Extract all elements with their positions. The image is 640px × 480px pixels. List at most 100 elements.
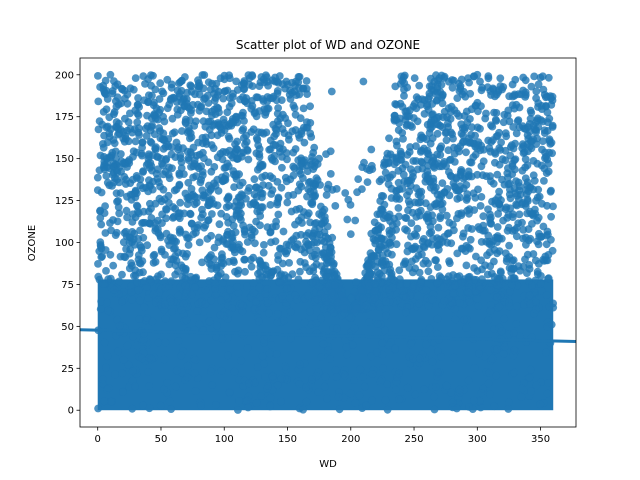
data-point bbox=[455, 299, 464, 307]
data-point bbox=[320, 205, 329, 214]
data-point bbox=[97, 188, 106, 197]
data-point bbox=[510, 346, 518, 355]
data-point bbox=[458, 138, 467, 147]
data-point bbox=[180, 101, 189, 110]
data-point bbox=[230, 367, 239, 376]
data-point bbox=[150, 130, 159, 139]
data-point bbox=[225, 102, 234, 111]
data-point bbox=[497, 268, 505, 277]
data-point bbox=[193, 223, 202, 232]
data-point bbox=[306, 102, 314, 111]
data-point bbox=[438, 99, 447, 108]
data-point bbox=[362, 301, 371, 310]
data-point bbox=[141, 124, 150, 133]
data-point bbox=[519, 262, 528, 271]
data-point bbox=[409, 245, 418, 254]
data-point bbox=[450, 226, 458, 235]
data-point bbox=[346, 389, 355, 398]
data-point bbox=[168, 308, 177, 316]
data-point bbox=[277, 183, 286, 192]
data-point bbox=[451, 281, 459, 290]
data-point bbox=[394, 178, 403, 187]
data-point bbox=[428, 157, 436, 166]
data-point bbox=[353, 188, 361, 197]
data-point bbox=[448, 398, 457, 407]
data-point bbox=[477, 193, 486, 201]
data-point bbox=[488, 354, 497, 363]
data-point bbox=[385, 134, 393, 143]
data-point bbox=[420, 110, 429, 118]
data-point bbox=[504, 405, 513, 413]
data-point bbox=[273, 265, 282, 274]
data-point bbox=[504, 106, 513, 115]
data-point bbox=[161, 300, 169, 309]
data-point bbox=[299, 405, 307, 414]
data-point bbox=[191, 356, 200, 364]
data-point bbox=[392, 219, 401, 228]
data-point bbox=[160, 385, 169, 394]
data-point bbox=[409, 114, 418, 122]
data-point bbox=[445, 168, 453, 176]
data-point bbox=[100, 338, 109, 347]
data-point bbox=[145, 150, 153, 159]
data-point bbox=[314, 282, 323, 291]
data-point bbox=[383, 405, 392, 414]
data-point bbox=[483, 270, 492, 279]
data-point bbox=[198, 210, 207, 219]
data-point bbox=[279, 227, 288, 236]
data-point bbox=[118, 369, 127, 378]
data-point bbox=[231, 172, 240, 181]
data-point bbox=[474, 302, 483, 310]
data-point bbox=[403, 383, 412, 392]
data-point bbox=[175, 214, 184, 223]
data-point bbox=[317, 220, 326, 229]
data-point bbox=[343, 350, 352, 359]
data-point bbox=[527, 108, 536, 117]
data-point bbox=[535, 232, 544, 241]
data-point bbox=[262, 128, 271, 137]
data-point bbox=[492, 371, 501, 380]
data-point bbox=[213, 321, 222, 330]
data-point bbox=[230, 245, 238, 254]
data-point bbox=[135, 315, 144, 323]
data-point bbox=[448, 76, 456, 84]
data-point bbox=[195, 238, 204, 247]
data-point bbox=[205, 317, 214, 326]
data-point bbox=[115, 119, 123, 128]
data-point bbox=[219, 175, 228, 184]
data-point bbox=[363, 178, 372, 187]
data-point bbox=[274, 256, 282, 264]
data-point bbox=[376, 210, 384, 218]
data-point bbox=[212, 79, 221, 88]
data-point bbox=[408, 257, 416, 266]
data-point bbox=[308, 232, 317, 241]
data-point bbox=[320, 382, 329, 391]
data-point bbox=[533, 193, 542, 202]
data-point bbox=[285, 259, 293, 267]
data-point bbox=[295, 380, 304, 388]
data-point bbox=[405, 264, 414, 272]
data-point bbox=[323, 394, 331, 403]
data-point bbox=[164, 198, 173, 207]
data-point bbox=[384, 341, 393, 350]
x-tick-label: 350 bbox=[531, 434, 550, 445]
data-point bbox=[296, 360, 304, 369]
data-point bbox=[269, 92, 278, 101]
data-point bbox=[542, 102, 550, 110]
data-point bbox=[297, 129, 306, 138]
data-point bbox=[304, 178, 313, 187]
data-point bbox=[212, 332, 220, 341]
data-point bbox=[187, 150, 196, 159]
data-point bbox=[525, 291, 534, 300]
data-point bbox=[346, 314, 355, 322]
data-point bbox=[277, 374, 286, 383]
data-point bbox=[245, 74, 254, 82]
data-point bbox=[399, 135, 407, 143]
data-point bbox=[521, 93, 530, 101]
data-point bbox=[331, 202, 340, 210]
data-point bbox=[492, 109, 501, 117]
data-point bbox=[285, 90, 294, 99]
data-point bbox=[308, 153, 316, 161]
data-point bbox=[296, 267, 304, 276]
data-point bbox=[335, 405, 344, 414]
